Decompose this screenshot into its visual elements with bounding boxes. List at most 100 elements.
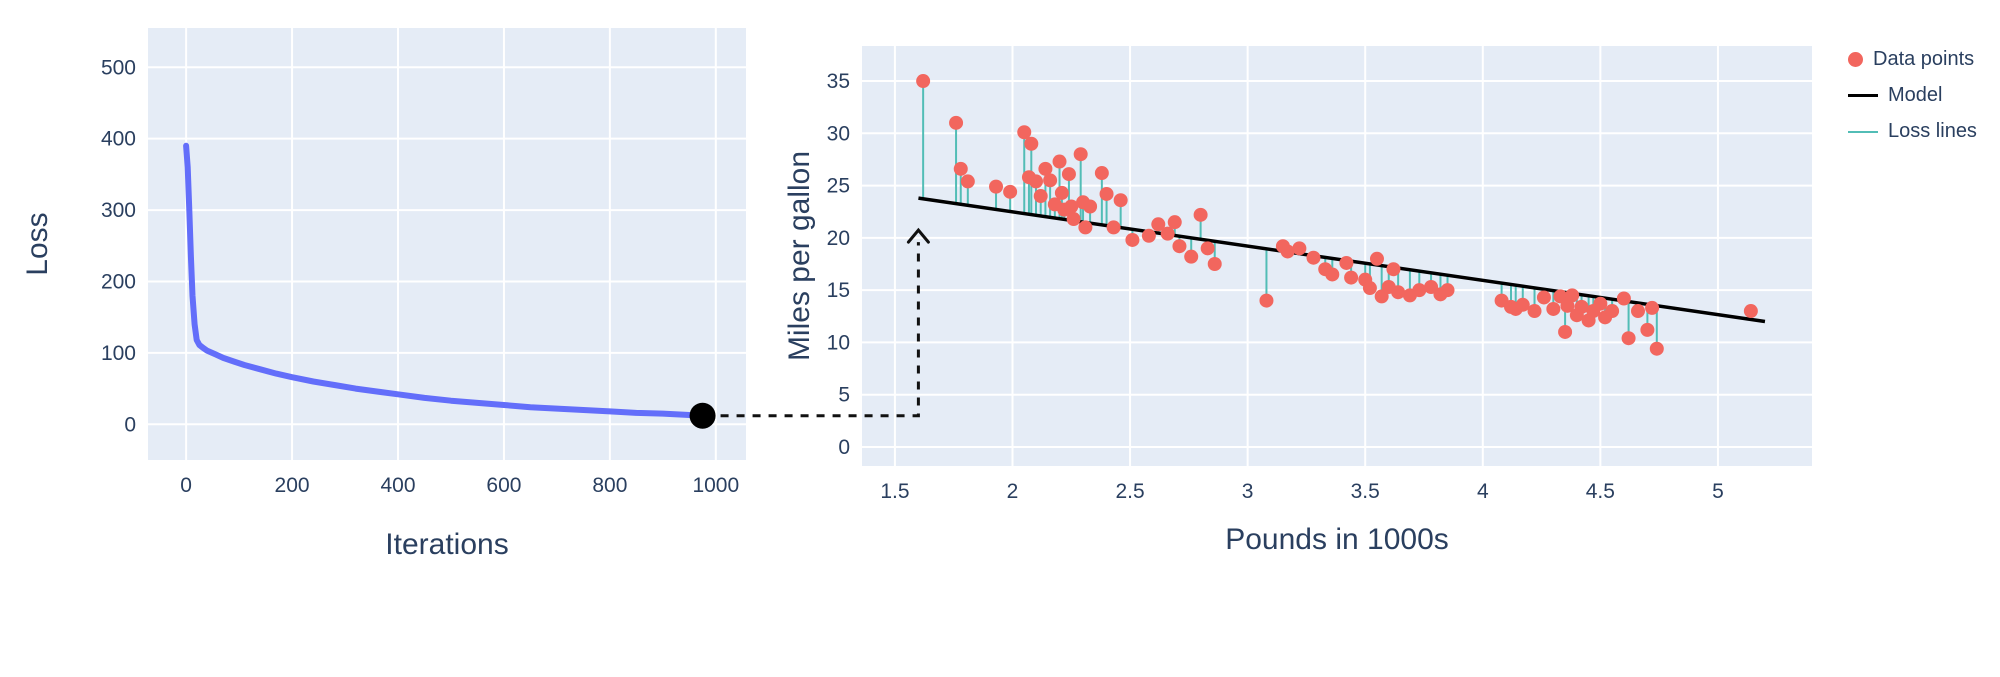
y-tick-label: 0 <box>838 436 850 459</box>
x-tick-label: 3.5 <box>1351 480 1380 503</box>
legend-item-data-points[interactable]: Data points <box>1848 48 1977 71</box>
data-point <box>1073 147 1088 162</box>
data-point <box>1029 174 1044 189</box>
data-point <box>1440 283 1455 298</box>
loss-curve <box>183 142 706 419</box>
x-tick-label: 400 <box>380 474 415 497</box>
loss-endpoint-dot <box>689 402 716 429</box>
data-point <box>1616 291 1631 306</box>
data-point <box>1339 255 1354 270</box>
x-tick-label: 600 <box>486 474 521 497</box>
data-point <box>1560 298 1575 313</box>
data-point <box>1113 193 1128 208</box>
data-point <box>960 174 975 189</box>
x-tick-label: 4.5 <box>1586 480 1615 503</box>
data-point <box>1536 290 1551 305</box>
x-tick-label: 200 <box>275 474 310 497</box>
y-tick-label: 25 <box>827 175 850 198</box>
y-tick-label: 10 <box>827 331 850 354</box>
y-tick-label: 35 <box>827 70 850 93</box>
data-point <box>1640 322 1655 337</box>
x-tick-label: 0 <box>180 474 192 497</box>
data-point <box>1515 297 1530 312</box>
legend-label-loss-lines: Loss lines <box>1888 120 1977 142</box>
data-point <box>1160 226 1175 241</box>
x-tick-label: 1000 <box>692 474 739 497</box>
legend-item-model[interactable]: Model <box>1848 84 1977 107</box>
data-point <box>1033 189 1048 204</box>
legend-item-loss-lines[interactable]: Loss lines <box>1848 120 1977 143</box>
y-tick-label: 300 <box>101 199 136 222</box>
data-point <box>1546 301 1561 316</box>
data-point <box>1024 136 1039 151</box>
data-point <box>1280 244 1295 259</box>
y-tick-label: 5 <box>838 384 850 407</box>
data-point <box>1052 154 1067 169</box>
annotation-dashed-line <box>720 242 920 418</box>
plot-background <box>862 46 1812 466</box>
data-point <box>1558 324 1573 339</box>
data-point <box>1362 281 1377 296</box>
data-point <box>1017 125 1032 140</box>
data-point <box>1306 250 1321 265</box>
data-points-marker-icon <box>1848 52 1863 67</box>
data-point <box>1743 304 1758 319</box>
plot-background <box>148 28 746 460</box>
y-tick-label: 15 <box>827 279 850 302</box>
data-point <box>1078 220 1093 235</box>
loss-chart: 0 200 400 600 800 1000 0 100 200 300 400 500 <box>101 28 746 497</box>
data-point <box>1412 283 1427 298</box>
data-point <box>1172 239 1187 254</box>
y-tick-label: 30 <box>827 122 850 145</box>
data-point <box>1325 267 1340 282</box>
data-point <box>1184 249 1199 264</box>
data-point <box>916 74 931 89</box>
data-point <box>1064 199 1079 214</box>
data-point <box>1083 199 1098 214</box>
data-point <box>1292 241 1307 256</box>
y-tick-label: 200 <box>101 270 136 293</box>
data-point <box>949 115 964 130</box>
data-point <box>1630 304 1645 319</box>
legend-label-data-points: Data points <box>1873 48 1975 70</box>
data-point <box>1003 184 1018 199</box>
data-point <box>1386 262 1401 277</box>
x-tick-label: 4 <box>1477 480 1489 503</box>
data-point <box>1066 212 1081 227</box>
data-point <box>1605 304 1620 319</box>
data-point <box>1125 232 1140 247</box>
data-point <box>1621 331 1636 346</box>
data-point <box>1061 167 1076 182</box>
x-tick-label: 2.5 <box>1115 480 1144 503</box>
arrowhead-up-icon <box>906 227 930 244</box>
data-point <box>1391 285 1406 300</box>
annotation-arrow <box>720 227 930 418</box>
x-tick-label: 800 <box>592 474 627 497</box>
data-point <box>1424 280 1439 295</box>
legend: Data points Model Loss lines <box>1848 48 1977 143</box>
data-point <box>1369 251 1384 266</box>
data-point <box>1193 207 1208 222</box>
loss-x-axis-title: Iterations <box>385 528 509 561</box>
data-point <box>1038 161 1053 176</box>
data-point <box>1344 270 1359 285</box>
x-tick-label: 3 <box>1242 480 1254 503</box>
data-point <box>1593 296 1608 311</box>
data-point <box>1527 304 1542 319</box>
data-point <box>1574 299 1589 314</box>
y-tick-label: 0 <box>124 413 136 436</box>
scatter-chart: 1.5 2 2.5 3 3.5 4 4.5 5 0 5 10 15 20 25 30 35 <box>827 46 1812 503</box>
data-point <box>1151 217 1166 232</box>
y-tick-label: 100 <box>101 342 136 365</box>
data-point <box>1043 173 1058 188</box>
data-point <box>1207 256 1222 271</box>
data-point <box>1141 228 1156 243</box>
data-point <box>1649 341 1664 356</box>
data-point <box>1106 220 1121 235</box>
data-point <box>1645 300 1660 315</box>
data-point <box>1565 288 1580 303</box>
data-point <box>1200 241 1215 256</box>
x-tick-label: 1.5 <box>880 480 909 503</box>
data-point <box>1054 185 1069 200</box>
